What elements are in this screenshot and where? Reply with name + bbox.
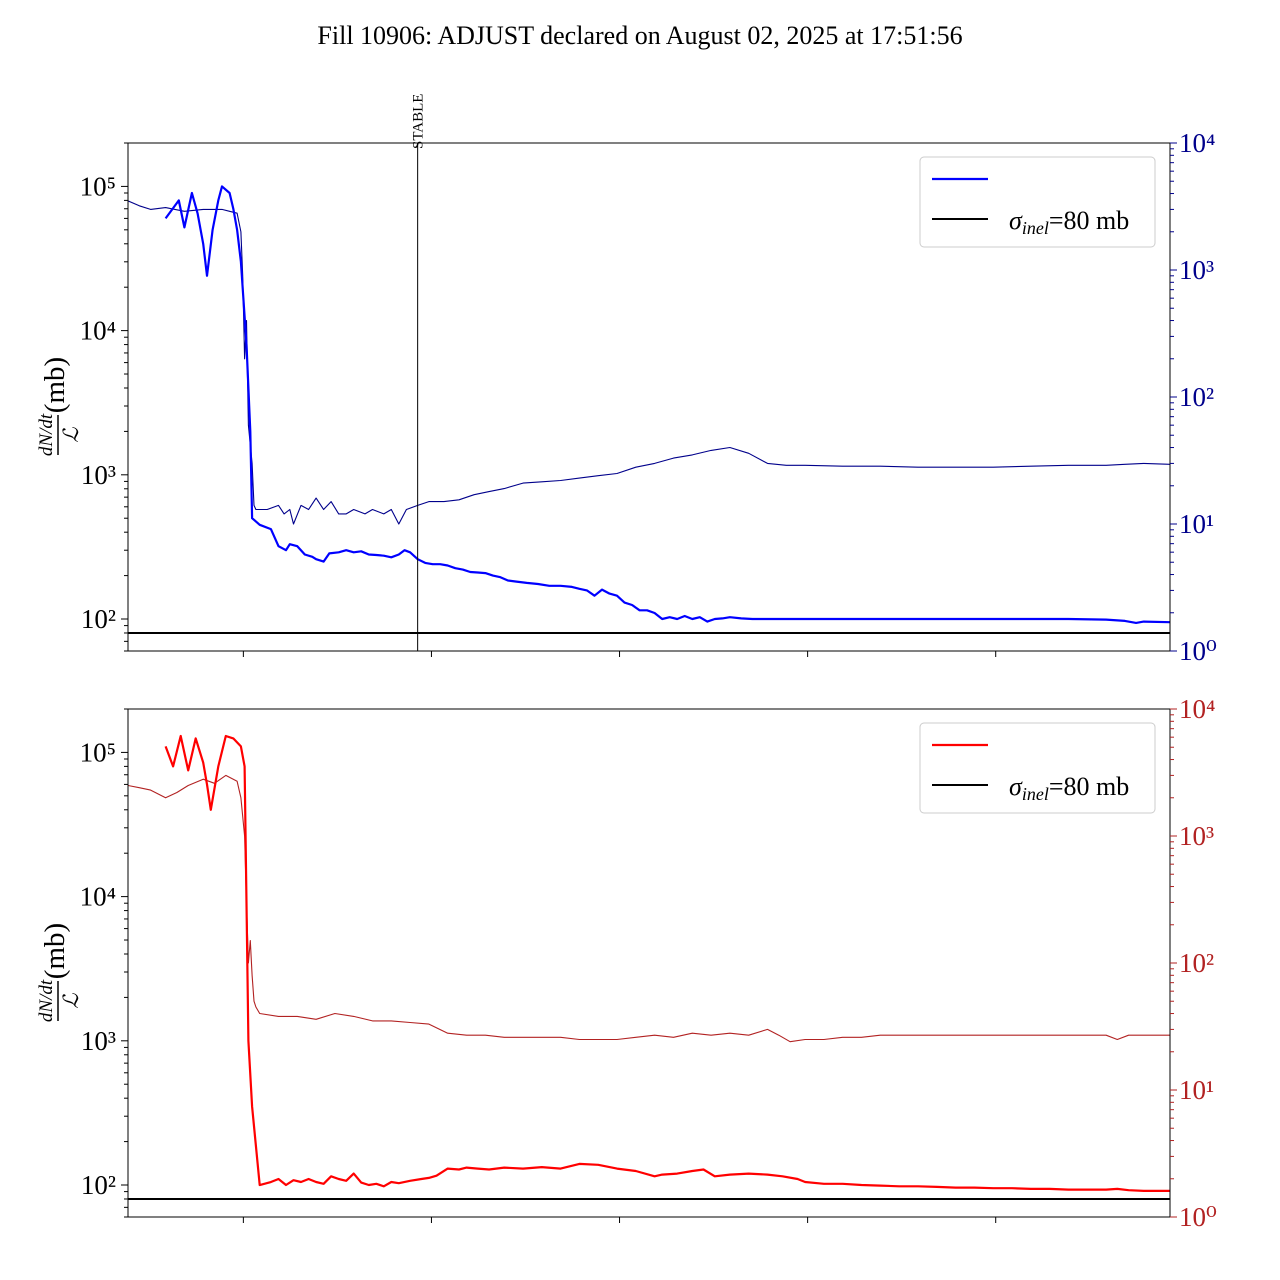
y-tick-label: 10² — [81, 1170, 116, 1200]
y-axis-label-numerator: dN/dt — [36, 979, 57, 1022]
y2-tick-label: 10³ — [1179, 821, 1214, 851]
y-axis-label-denominator: ℒ — [59, 427, 83, 443]
y-tick-label: 10⁴ — [80, 316, 116, 346]
y-tick-label: 10³ — [81, 1026, 116, 1056]
legend-label-sigma: σinel=80 mb — [1009, 206, 1129, 238]
bottom-panel-beam2: 10² 10³ 10⁴ 10⁵ 10⁰ 10¹ 10² 10³ 10⁴ dN/dt ℒ (mb) σin… — [36, 694, 1217, 1232]
y-axis-label-unit: (mb) — [39, 923, 71, 979]
y2-tick-label: 10⁰ — [1179, 636, 1217, 666]
series-line-beam-1 — [164, 185, 1170, 624]
figure-title: Fill 10906: ADJUST declared on August 02… — [317, 21, 962, 50]
y-axis-label-unit: (mb) — [39, 357, 71, 413]
y-tick-label: 10² — [81, 604, 116, 634]
series-line-beam-2 — [164, 734, 1170, 1192]
y2-tick-label: 10³ — [1179, 255, 1214, 285]
y2-tick-label: 10⁴ — [1179, 128, 1215, 158]
y-axis-label-denominator: ℒ — [59, 993, 83, 1009]
series-line-blm-b2-beam-lifetime — [128, 774, 1170, 1043]
y2-tick-label: 10¹ — [1179, 1075, 1214, 1105]
y-tick-label: 10⁵ — [80, 171, 116, 201]
y2-tick-label: 10² — [1179, 382, 1214, 412]
y-axis-label: dN/dt ℒ (mb) — [36, 357, 83, 456]
series-line-blm-b1-beam-lifetime — [128, 200, 1170, 525]
top-panel-beam1: STABLE 10² 10³ 10⁴ 10⁵ 10⁰ 10¹ 10² 10³ 10⁴ dN/dt ℒ (… — [36, 94, 1217, 666]
y2-tick-label: 10¹ — [1179, 509, 1214, 539]
y2-tick-label: 10⁴ — [1179, 694, 1215, 724]
y-axis-label-numerator: dN/dt — [36, 413, 57, 456]
y2-tick-label: 10⁰ — [1179, 1202, 1217, 1232]
y-tick-label: 10³ — [81, 460, 116, 490]
y-tick-label: 10⁴ — [80, 882, 116, 912]
y-tick-label: 10⁵ — [80, 737, 116, 767]
y-axis-label: dN/dt ℒ (mb) — [36, 923, 83, 1022]
legend-label-sigma: σinel=80 mb — [1009, 772, 1129, 804]
stable-marker-label: STABLE — [411, 94, 427, 149]
y2-tick-label: 10² — [1179, 948, 1214, 978]
